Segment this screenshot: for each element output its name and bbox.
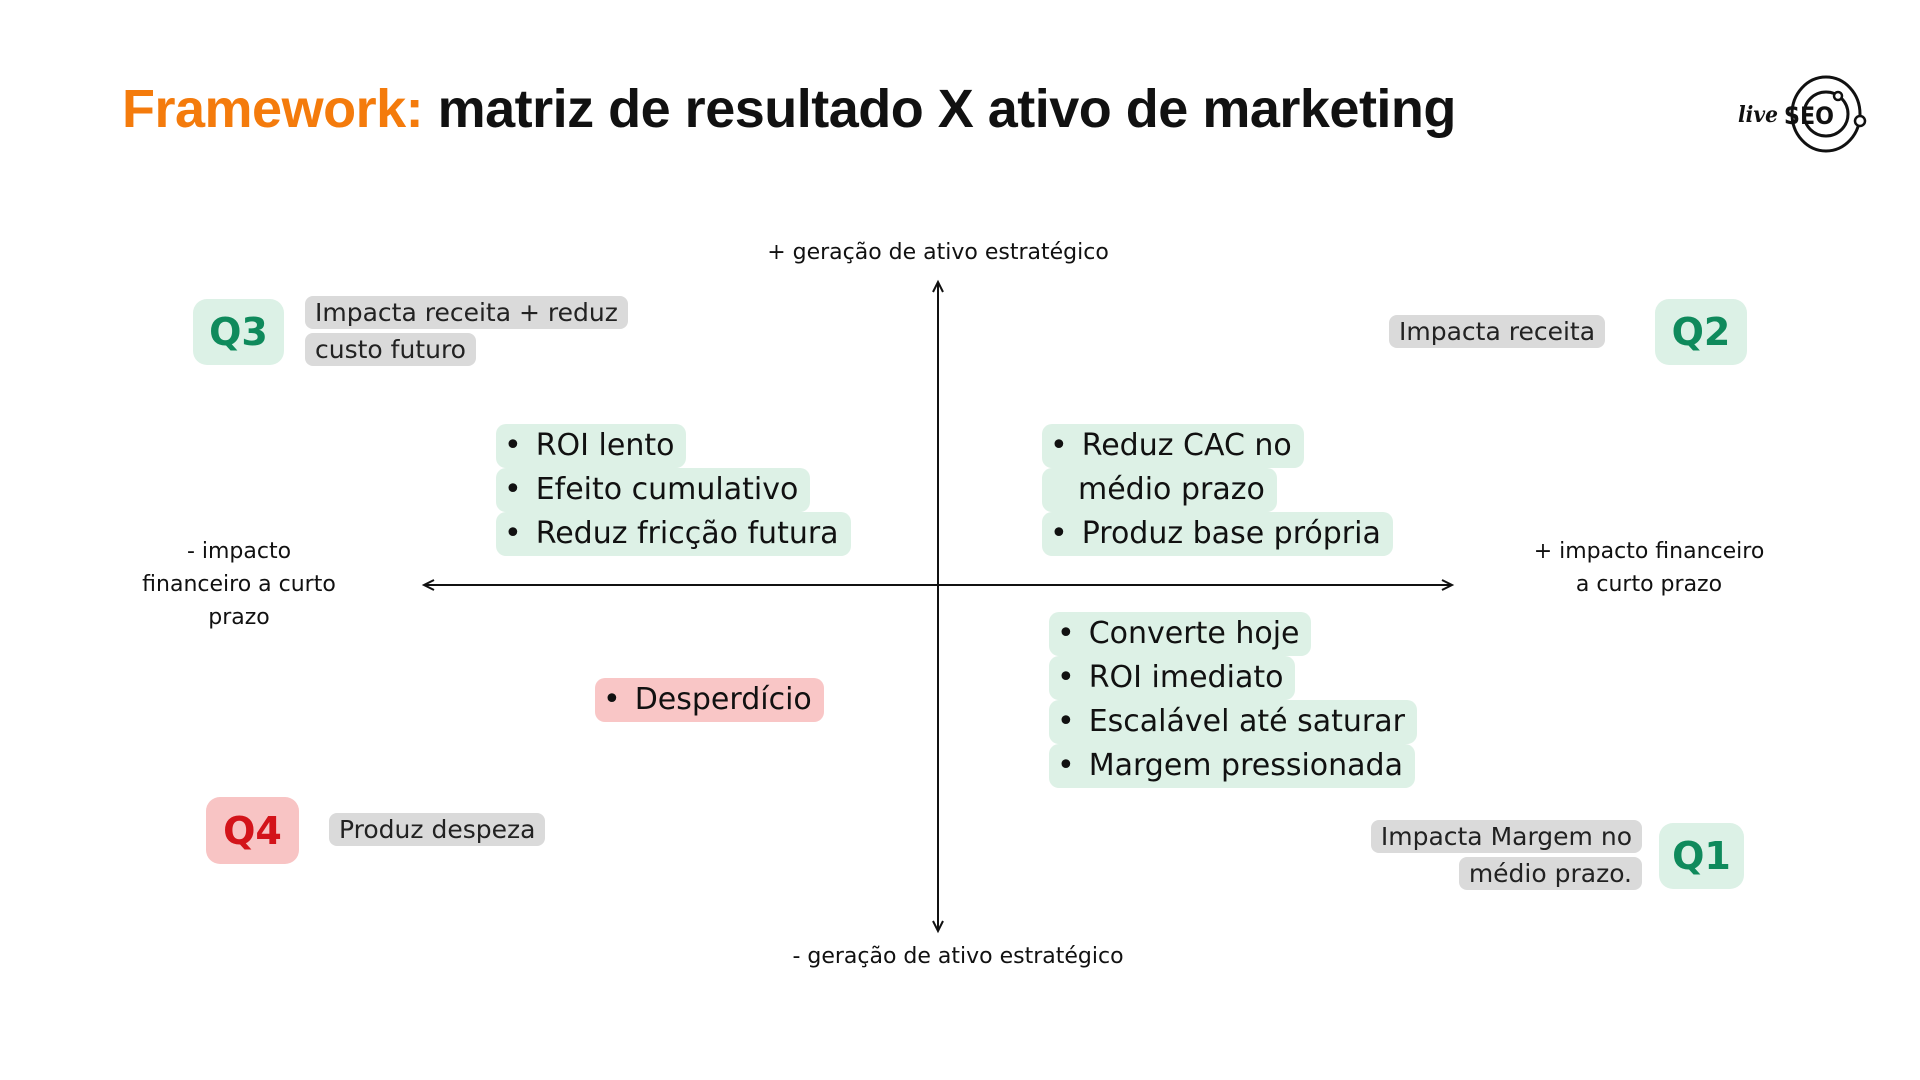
liveseo-logo: live SEO [1738, 75, 1867, 153]
q2-note: Impacta receita [1389, 313, 1606, 350]
list-item: Margem pressionada [1049, 744, 1417, 788]
q1-bullets: Converte hoje ROI imediato Escalável até… [1049, 612, 1417, 788]
q2-bullets: Reduz CAC no médio prazo Produz base pró… [1042, 424, 1393, 556]
list-item: Produz base própria [1042, 512, 1393, 556]
list-item: ROI lento [496, 424, 851, 468]
page-title: Framework: matriz de resultado X ativo d… [122, 79, 1456, 139]
arrow-up [932, 279, 944, 293]
arrow-left [421, 579, 435, 591]
axis-label-left: - impacto financeiro a curto prazo [142, 539, 336, 630]
axis-label-right: + impacto financeiro a curto prazo [1533, 539, 1765, 597]
axis-label-top: + geração de ativo estratégico [767, 240, 1109, 265]
q4-badge: Q4 [206, 797, 299, 864]
list-item: Reduz fricção futura [496, 512, 851, 556]
list-item: Desperdício [595, 678, 824, 722]
list-item: Converte hoje [1049, 612, 1417, 656]
svg-text:live: live [1738, 102, 1778, 128]
list-item: médio prazo [1042, 468, 1393, 512]
q1-note: Impacta Margem no médio prazo. [1300, 818, 1642, 892]
q4-bullets: Desperdício [595, 678, 824, 722]
q4-note: Produz despeza [329, 811, 546, 848]
list-item: Escalável até saturar [1049, 700, 1417, 744]
list-item: Reduz CAC no [1042, 424, 1393, 468]
axis-label-bottom: - geração de ativo estratégico [792, 944, 1124, 969]
q1-badge: Q1 [1659, 823, 1744, 889]
arrow-down [932, 920, 944, 934]
arrow-right [1441, 579, 1455, 591]
q3-note: Impacta receita + reduz custo futuro [305, 294, 628, 368]
q3-bullets: ROI lento Efeito cumulativo Reduz fricçã… [496, 424, 851, 556]
q3-badge: Q3 [193, 299, 284, 365]
list-item: Efeito cumulativo [496, 468, 851, 512]
list-item: ROI imediato [1049, 656, 1417, 700]
q2-badge: Q2 [1655, 299, 1747, 365]
